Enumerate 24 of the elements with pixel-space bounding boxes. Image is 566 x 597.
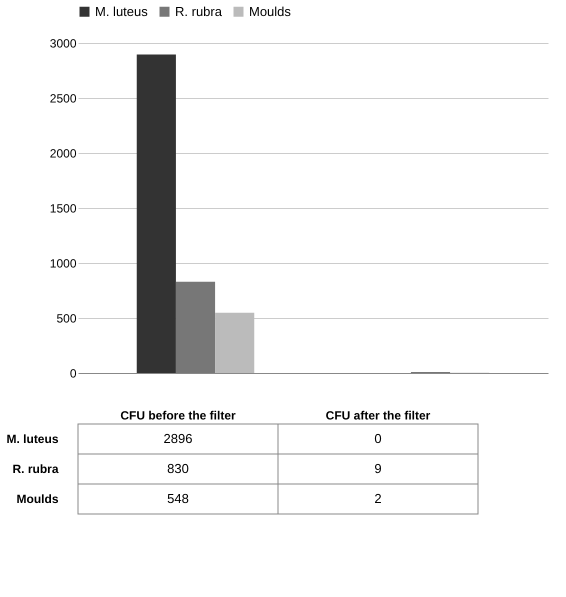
legend-label: M. luteus	[95, 4, 148, 19]
y-tick-label: 2000	[50, 146, 77, 160]
data-label: 830	[167, 461, 189, 476]
y-tick-label: 3000	[50, 36, 77, 50]
x-tick-label: CFU after the filter	[326, 408, 431, 422]
text: R. rubra	[12, 462, 58, 476]
bar	[176, 282, 216, 373]
data-label: 0	[374, 431, 382, 446]
bar	[136, 54, 176, 373]
text: M. luteus	[6, 432, 58, 446]
legend-label: R. rubra	[175, 4, 223, 19]
legend-label: Moulds	[249, 4, 292, 19]
y-tick-label: 0	[70, 366, 77, 380]
data-label: 9	[374, 461, 382, 476]
x-tick-label: CFU before the filter	[120, 408, 236, 422]
bar	[215, 312, 254, 373]
y-tick-label: 1500	[50, 202, 77, 216]
y-tick-label: 500	[56, 312, 77, 326]
data-label: 2	[374, 491, 382, 506]
data-label: 2896	[164, 431, 192, 446]
data-label: 548	[167, 491, 189, 506]
text: Moulds	[16, 492, 58, 506]
y-tick-label: 2500	[50, 92, 77, 106]
y-tick-label: 1000	[50, 256, 77, 270]
